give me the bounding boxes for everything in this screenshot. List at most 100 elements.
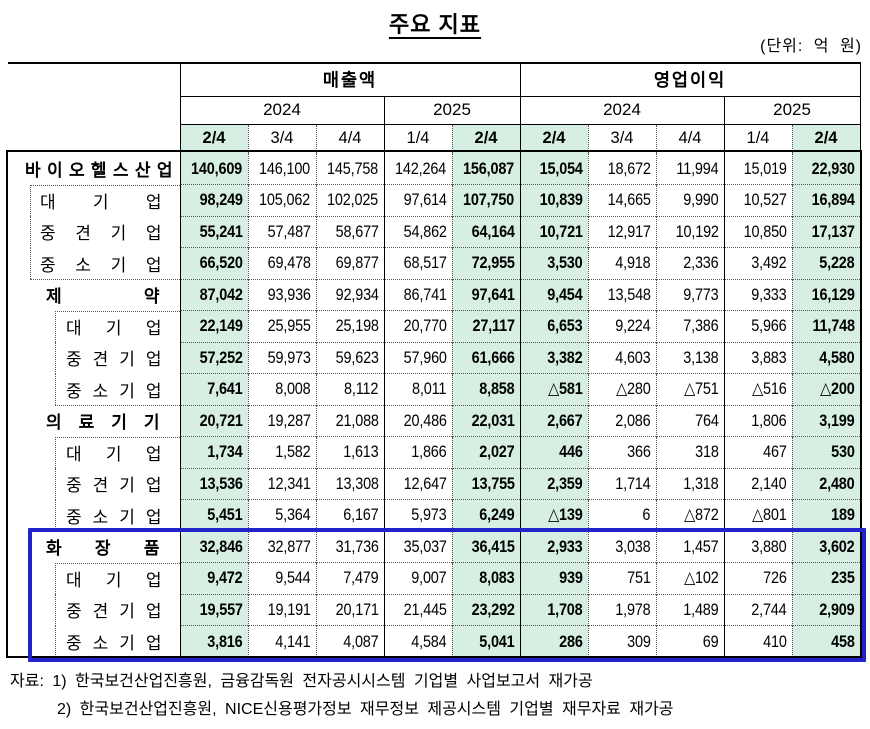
corner-cell: [8, 62, 180, 153]
table-row: 중 소 기 업 7,641 8,008 8,112 8,011 8,858 △581 △280 △75…: [8, 373, 861, 405]
value-cell: 145,758: [315, 153, 384, 185]
value-cell: 22,149: [179, 310, 248, 342]
value-cell: 20,171: [315, 593, 384, 626]
quarter-header: 1/4: [383, 124, 452, 153]
value-cell: 3,138: [655, 341, 724, 374]
value-cell: 3,382: [519, 341, 588, 374]
value-cell: 7,641: [179, 373, 248, 405]
value-cell: 36,415: [451, 530, 520, 563]
value-cell: 9,544: [247, 562, 316, 594]
value-cell: 59,973: [247, 341, 316, 374]
value-cell: 446: [519, 436, 588, 468]
value-cell: 939: [519, 562, 588, 594]
quarter-header: 4/4: [655, 124, 724, 153]
value-cell: 10,527: [723, 184, 792, 216]
value-cell: 54,862: [383, 215, 452, 248]
value-cell: 5,973: [383, 499, 452, 531]
value-cell: 32,846: [179, 530, 248, 563]
quarter-header: 2/4: [179, 124, 248, 153]
value-cell: 23,292: [451, 593, 520, 626]
value-cell: 142,264: [383, 153, 452, 185]
value-cell: 61,666: [451, 341, 520, 374]
value-cell: 11,994: [655, 153, 724, 185]
value-cell: 3,492: [723, 247, 792, 279]
value-cell: △102: [655, 562, 724, 594]
value-cell: 1,457: [655, 530, 724, 563]
value-cell: 4,603: [587, 341, 656, 374]
value-cell: 1,806: [723, 404, 792, 437]
value-cell: 5,364: [247, 499, 316, 531]
value-cell: 3,530: [519, 247, 588, 279]
quarter-header: 4/4: [315, 124, 384, 153]
value-cell: 1,708: [519, 593, 588, 626]
value-cell: 22,031: [451, 404, 520, 437]
year-header: 2024: [519, 96, 724, 125]
value-cell: 21,445: [383, 593, 452, 626]
value-cell: 6,653: [519, 310, 588, 342]
value-cell: 12,917: [587, 215, 656, 248]
value-cell: 3,816: [179, 625, 248, 657]
value-cell: 1,489: [655, 593, 724, 626]
value-cell: 10,721: [519, 215, 588, 248]
quarter-header: 1/4: [723, 124, 792, 153]
value-cell: 3,038: [587, 530, 656, 563]
value-cell: 1,734: [179, 436, 248, 468]
value-cell: 235: [791, 562, 861, 594]
value-cell: 5,966: [723, 310, 792, 342]
value-cell: 156,087: [451, 153, 520, 185]
table-row: 대 기 업 9,472 9,544 7,479 9,007 8,083 939 751 △102 72…: [8, 562, 861, 594]
value-cell: 9,007: [383, 562, 452, 594]
value-cell: 31,736: [315, 530, 384, 563]
table-row: 중 견 기 업 57,252 59,973 59,623 57,960 61,666 3,382 4…: [8, 341, 861, 374]
value-cell: 57,252: [179, 341, 248, 374]
value-cell: 13,755: [451, 467, 520, 500]
value-cell: 2,667: [519, 404, 588, 437]
value-cell: 72,955: [451, 247, 520, 279]
value-cell: 146,100: [247, 153, 316, 185]
value-cell: 57,960: [383, 341, 452, 374]
table-row: 화 장 품 32,846 32,877 31,736 35,037 36,415 2,933 3,…: [8, 530, 861, 563]
value-cell: 14,665: [587, 184, 656, 216]
value-cell: 189: [791, 499, 861, 531]
value-cell: 1,613: [315, 436, 384, 468]
value-cell: △200: [791, 373, 861, 405]
value-cell: 2,336: [655, 247, 724, 279]
year-header: 2024: [179, 96, 384, 125]
value-cell: 20,486: [383, 404, 452, 437]
value-cell: 4,141: [247, 625, 316, 657]
value-cell: 140,609: [179, 153, 248, 185]
quarter-header: 2/4: [791, 124, 861, 153]
footnote-line: 자료: 1) 한국보건산업진흥원, 금융감독원 전자공시시스템 기업별 사업보고…: [10, 673, 593, 690]
quarter-header: 3/4: [247, 124, 316, 153]
page-title: 주요 지표: [388, 12, 482, 37]
value-cell: 19,191: [247, 593, 316, 626]
value-cell: 19,287: [247, 404, 316, 437]
value-cell: 13,308: [315, 467, 384, 500]
value-cell: 2,359: [519, 467, 588, 500]
value-cell: △581: [519, 373, 588, 405]
table-row: 중 견 기 업 13,536 12,341 13,308 12,647 13,755 2,359 1…: [8, 467, 861, 500]
unit-note: (단위: 억 원): [760, 38, 862, 55]
value-cell: 4,087: [315, 625, 384, 657]
value-cell: 86,741: [383, 278, 452, 311]
value-cell: 8,011: [383, 373, 452, 405]
value-cell: 2,744: [723, 593, 792, 626]
value-cell: 726: [723, 562, 792, 594]
value-cell: 16,129: [791, 278, 861, 311]
value-cell: 1,866: [383, 436, 452, 468]
value-cell: 318: [655, 436, 724, 468]
value-cell: 97,641: [451, 278, 520, 311]
